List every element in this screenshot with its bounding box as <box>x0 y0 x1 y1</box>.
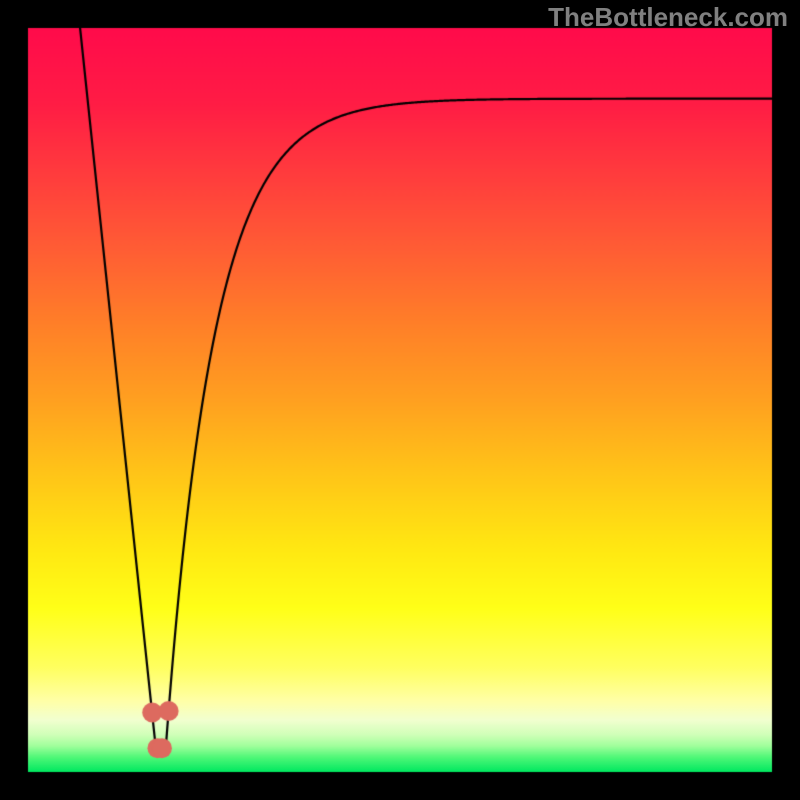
chart-container: TheBottleneck.com <box>0 0 800 800</box>
bottleneck-chart-canvas <box>0 0 800 800</box>
watermark-text: TheBottleneck.com <box>548 2 788 33</box>
